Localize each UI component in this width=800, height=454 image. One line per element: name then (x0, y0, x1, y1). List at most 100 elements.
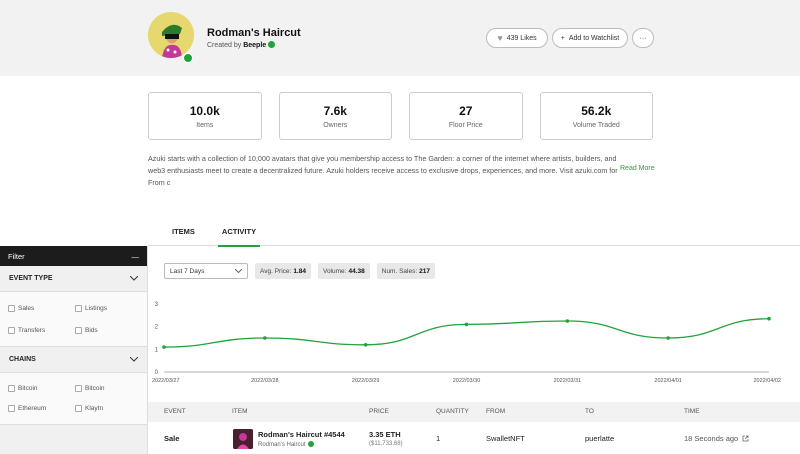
created-by-label: Created by (207, 42, 242, 49)
chevron-down-icon (130, 357, 138, 362)
price-chart: 0 1 2 3 2022/03/27 2022/03/28 2022/03/29 2022/0… (152, 302, 781, 384)
to-link[interactable]: puerlatte (585, 434, 615, 443)
checkbox-listings[interactable]: Listings (75, 300, 142, 316)
price-usd: ($11,733.68) (369, 441, 403, 447)
stat-label: Floor Price (448, 121, 483, 129)
chains-options: Bitcoin Bitcoin Ethereum Klaytn (0, 373, 147, 425)
item-collection-name: Rodman's Haircut (258, 441, 314, 448)
volume-value: 44.38 (348, 267, 365, 275)
x-tick-label: 2022/03/29 (352, 378, 380, 384)
checkbox-klaytn[interactable]: Klaytn (75, 402, 142, 417)
checkbox-label: Listings (85, 304, 108, 312)
stat-value: 7.6k (323, 103, 347, 118)
plus-icon: + (560, 34, 565, 42)
checkbox-box[interactable] (8, 384, 15, 392)
checkbox-box[interactable] (75, 326, 82, 334)
avg-price-label: Avg. Price: (260, 267, 292, 275)
item-name-link[interactable]: Rodman's Haircut #4544 (258, 430, 345, 439)
num-sales-label: Num. Sales: (381, 267, 418, 275)
x-tick-label: 2022/03/30 (453, 378, 481, 384)
item-collection-label: Rodman's Haircut (258, 442, 306, 448)
filter-header[interactable]: Filter — (0, 246, 147, 266)
chevron-down-icon (130, 276, 138, 281)
collapse-icon[interactable]: — (131, 251, 140, 261)
checkbox-label: Bitcoin (85, 384, 105, 392)
chains-header[interactable]: CHAINS (0, 347, 147, 373)
data-point (263, 336, 267, 340)
num-sales-value: 217 (419, 267, 431, 275)
stat-value: 10.0k (189, 103, 220, 118)
likes-count: 439 Likes (506, 34, 537, 42)
checkbox-box[interactable] (75, 304, 82, 312)
x-tick-label: 2022/04/01 (654, 378, 682, 384)
more-options-button[interactable]: ··· (632, 28, 654, 48)
add-to-watchlist-button[interactable]: + Add to Watchlist (552, 28, 628, 48)
checkbox-sales[interactable]: Sales (8, 300, 75, 316)
header-item: ITEM (232, 408, 248, 415)
time-cell: 18 Seconds ago (684, 434, 749, 443)
item-thumbnail[interactable] (233, 429, 253, 449)
data-point (666, 336, 670, 340)
tab-bar: ITEMS ACTIVITY (148, 222, 800, 247)
avg-price-chip: Avg. Price: 1.84 (255, 263, 311, 279)
quantity-cell: 1 (436, 434, 441, 443)
checkbox-label: Bitcoin (18, 384, 38, 392)
likes-button[interactable]: ♥ 439 Likes (486, 28, 548, 48)
tab-items[interactable]: ITEMS (172, 227, 195, 236)
checkbox-ethereum[interactable]: Ethereum (8, 402, 75, 417)
stat-owners: 7.6k Owners (278, 92, 392, 140)
checkbox-box[interactable] (75, 405, 82, 413)
checkbox-box[interactable] (8, 304, 15, 312)
y-tick-label: 3 (155, 302, 159, 308)
verified-icon (307, 441, 314, 447)
checkbox-label: Ethereum (18, 405, 47, 413)
watchlist-label: Add to Watchlist (568, 34, 620, 42)
verified-icon (268, 41, 276, 48)
header-time: TIME (684, 408, 700, 415)
table-row[interactable]: Sale Rodman's Haircut #4544 Rodman's Hai… (148, 422, 800, 454)
data-point (464, 322, 469, 327)
filter-title: Filter (8, 251, 25, 261)
y-tick-label: 2 (155, 325, 159, 331)
time-value: 18 Seconds ago (684, 434, 739, 443)
creator-line: Created by Beeple (207, 41, 276, 49)
header-quantity: QUANTITY (436, 408, 469, 415)
checkbox-label: Sales (18, 304, 35, 312)
from-link[interactable]: SwalletNFT (486, 434, 525, 443)
tab-activity[interactable]: ACTIVITY (218, 227, 260, 247)
collection-title: Rodman's Haircut (207, 27, 301, 39)
external-link-icon[interactable] (742, 435, 749, 442)
stat-value: 27 (459, 103, 473, 118)
activity-panel: Last 7 Days Avg. Price: 1.84 Volume: 44.38… (148, 246, 800, 454)
verified-icon (183, 53, 193, 63)
read-more-link[interactable]: Read More (620, 165, 655, 172)
activity-controls: Last 7 Days Avg. Price: 1.84 Volume: 44.38… (164, 263, 436, 279)
creator-link[interactable]: Beeple (243, 42, 267, 49)
checkbox-label: Klaytn (85, 405, 104, 413)
checkbox-box[interactable] (8, 326, 15, 334)
num-sales-chip: Num. Sales: 217 (376, 263, 436, 279)
checkbox-bitcoin[interactable]: Bitcoin (8, 381, 75, 396)
header-from: FROM (486, 408, 506, 415)
checkbox-bids[interactable]: Bids (75, 322, 142, 338)
checkbox-label: Bids (85, 326, 98, 334)
avg-price-value: 1.84 (293, 267, 306, 275)
date-range-select[interactable]: Last 7 Days (164, 263, 248, 279)
chevron-down-icon (235, 269, 242, 273)
checkbox-box[interactable] (8, 405, 15, 413)
chains-title: CHAINS (9, 356, 36, 363)
stat-volume-traded: 56.2k Volume Traded (539, 92, 653, 140)
stat-floor-price: 27 Floor Price (409, 92, 523, 140)
header-event: EVENT (164, 408, 186, 415)
header-price: PRICE (369, 408, 389, 415)
filter-sidebar: Filter — EVENT TYPE Sales Listings Trans… (0, 246, 148, 454)
event-type-header[interactable]: EVENT TYPE (0, 266, 147, 292)
checkbox-box[interactable] (75, 384, 82, 392)
checkbox-bitcoin-2[interactable]: Bitcoin (75, 381, 142, 396)
checkbox-transfers[interactable]: Transfers (8, 322, 75, 338)
x-tick-label: 2022/03/27 (152, 378, 180, 384)
price-eth: 3.35 ETH (369, 430, 401, 439)
data-point (565, 319, 570, 323)
y-tick-label: 0 (155, 370, 159, 376)
data-point (767, 316, 771, 321)
